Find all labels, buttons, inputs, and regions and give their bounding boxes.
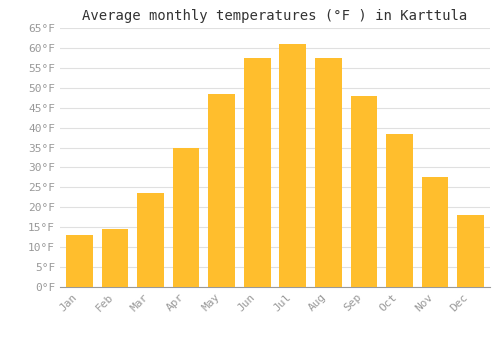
- Bar: [350, 96, 377, 287]
- Bar: [457, 215, 484, 287]
- Bar: [386, 134, 412, 287]
- Bar: [138, 193, 164, 287]
- Bar: [66, 235, 93, 287]
- Bar: [315, 58, 342, 287]
- Title: Average monthly temperatures (°F ) in Karttula: Average monthly temperatures (°F ) in Ka…: [82, 9, 468, 23]
- Bar: [280, 44, 306, 287]
- Bar: [208, 94, 235, 287]
- Bar: [173, 148, 200, 287]
- Bar: [244, 58, 270, 287]
- Bar: [102, 229, 128, 287]
- Bar: [422, 177, 448, 287]
